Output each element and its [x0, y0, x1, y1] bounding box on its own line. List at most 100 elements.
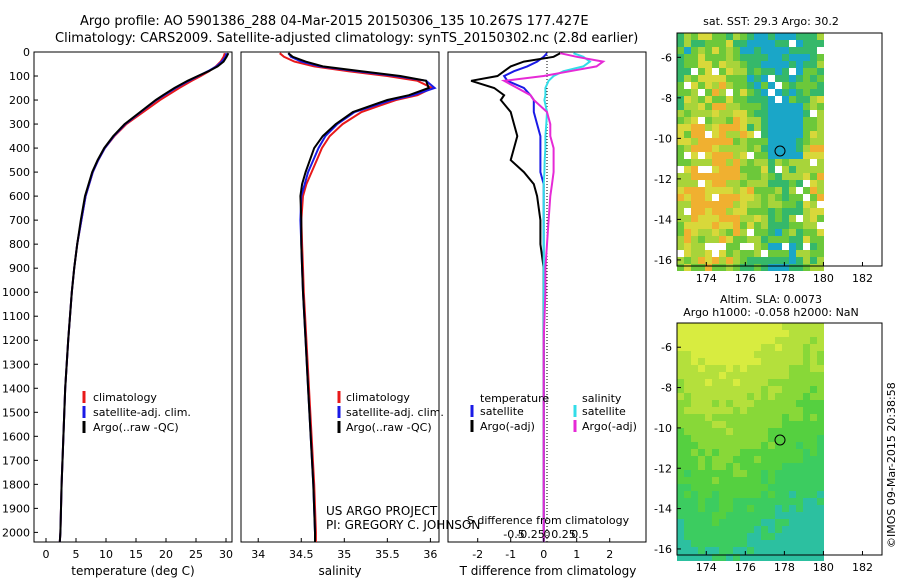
map-cell	[754, 68, 761, 75]
map-cell	[733, 463, 740, 470]
map-cell	[719, 442, 726, 449]
map-cell	[768, 526, 775, 533]
map-cell	[796, 344, 803, 351]
map-cell	[698, 351, 705, 358]
map-cell	[768, 180, 775, 187]
map-cell	[775, 75, 782, 82]
map-cell	[747, 505, 754, 512]
map-cell	[803, 505, 810, 512]
map-cell	[796, 400, 803, 407]
map-cell	[698, 201, 705, 208]
map-cell	[677, 428, 684, 435]
map-cell	[796, 407, 803, 414]
map-cell	[810, 358, 817, 365]
map-cell	[712, 229, 719, 236]
lon-tick-label: 180	[813, 272, 834, 285]
map-cell	[789, 75, 796, 82]
map-cell	[677, 159, 684, 166]
map-cell	[810, 428, 817, 435]
map-cell	[810, 344, 817, 351]
map-cell	[691, 229, 698, 236]
map-cell	[747, 358, 754, 365]
map-cell	[719, 554, 726, 561]
map-cell	[810, 201, 817, 208]
map-cell	[810, 330, 817, 337]
map-cell	[705, 201, 712, 208]
map-cell	[726, 138, 733, 145]
map-cell	[705, 96, 712, 103]
map-cell	[740, 330, 747, 337]
map-cell	[747, 75, 754, 82]
map-cell	[782, 393, 789, 400]
map-cell	[733, 526, 740, 533]
map-cell	[754, 243, 761, 250]
map-cell	[705, 264, 712, 271]
map-cell	[754, 194, 761, 201]
map-cell	[740, 194, 747, 201]
map-cell	[677, 491, 684, 498]
map-cell	[817, 117, 824, 124]
map-cell	[761, 145, 768, 152]
map-cell	[712, 75, 719, 82]
map-cell	[733, 229, 740, 236]
map-cell	[733, 257, 740, 264]
map-cell	[677, 117, 684, 124]
map-cell	[705, 124, 712, 131]
map-cell	[761, 75, 768, 82]
map-cell	[677, 131, 684, 138]
map-cell	[817, 243, 824, 250]
map-cell	[684, 257, 691, 264]
map-cell	[691, 47, 698, 54]
map-cell	[740, 215, 747, 222]
map-cell	[691, 75, 698, 82]
map-cell	[775, 484, 782, 491]
map-cell	[761, 540, 768, 547]
map-cell	[677, 201, 684, 208]
map-cell	[726, 477, 733, 484]
map-cell	[803, 337, 810, 344]
map-cell	[754, 435, 761, 442]
map-cell	[719, 117, 726, 124]
depth-tick-label: 500	[9, 166, 30, 179]
map-cell	[747, 379, 754, 386]
map-cell	[740, 54, 747, 61]
map-cell	[768, 138, 775, 145]
map-cell	[789, 372, 796, 379]
map-cell	[719, 449, 726, 456]
map-cell	[810, 519, 817, 526]
map-cell	[684, 533, 691, 540]
legend-climatology-label: climatology	[93, 391, 157, 404]
map-cell	[796, 470, 803, 477]
map-cell	[684, 75, 691, 82]
map-cell	[796, 166, 803, 173]
map-cell	[726, 463, 733, 470]
map-cell	[726, 33, 733, 40]
map-cell	[740, 386, 747, 393]
map-cell	[733, 243, 740, 250]
map-cell	[691, 449, 698, 456]
map-cell	[761, 337, 768, 344]
map-cell	[698, 264, 705, 271]
map-cell	[726, 145, 733, 152]
map-cell	[754, 393, 761, 400]
map-cell	[761, 54, 768, 61]
map-cell	[754, 330, 761, 337]
map-cell	[719, 547, 726, 554]
map-cell	[775, 330, 782, 337]
map-cell	[733, 166, 740, 173]
map-cell	[796, 61, 803, 68]
map-cell	[747, 47, 754, 54]
map-cell	[761, 323, 768, 330]
map-cell	[712, 491, 719, 498]
map-cell	[726, 166, 733, 173]
map-cell	[803, 236, 810, 243]
map-cell	[747, 393, 754, 400]
map-cell	[733, 358, 740, 365]
map-cell	[796, 351, 803, 358]
map-cell	[726, 351, 733, 358]
map-cell	[782, 152, 789, 159]
map-cell	[712, 215, 719, 222]
map-cell	[712, 449, 719, 456]
map-cell	[775, 351, 782, 358]
map-cell	[796, 110, 803, 117]
